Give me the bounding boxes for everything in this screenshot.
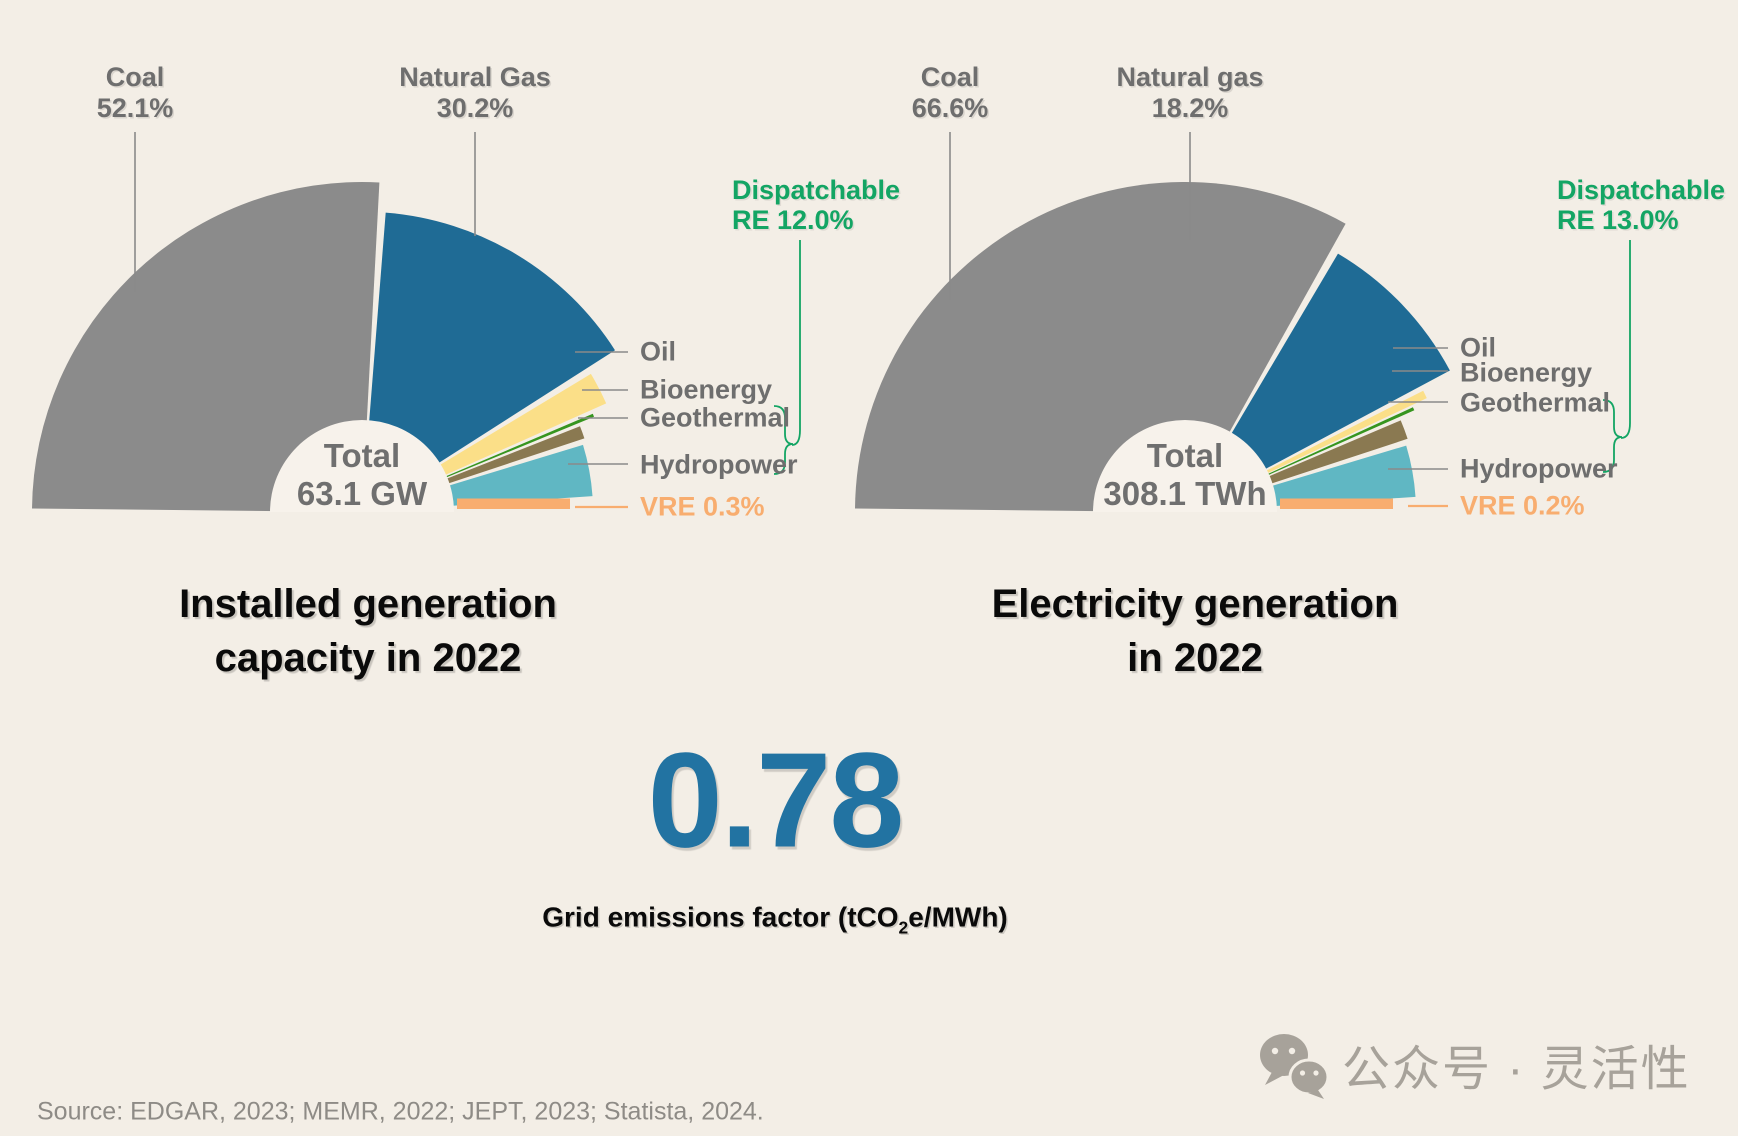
dispatchable-re-callout-left: Dispatchable RE 12.0%	[732, 175, 900, 235]
wechat-badge	[1258, 1030, 1330, 1105]
caption-subscript: 2	[898, 917, 909, 938]
hydropower-label-left: Hydropower	[640, 449, 798, 480]
chart-title-left: Installed generation capacity in 2022	[179, 577, 557, 685]
wedge-natural-gas-left	[362, 212, 615, 512]
vre-label-left: VRE 0.3%	[640, 491, 765, 522]
gas-pct: 30.2%	[436, 93, 514, 123]
grid-emissions-caption: Grid emissions factor (tCO2e/MWh)	[542, 902, 1007, 939]
total-badge-left: Total 63.1 GW	[297, 437, 427, 513]
dispatchable-stem-left	[791, 240, 801, 446]
geothermal-label-right: Geothermal	[1460, 387, 1611, 418]
bioenergy-label-right: Bioenergy	[1460, 357, 1593, 388]
source-note: Source: EDGAR, 2023; MEMR, 2022; JEPT, 2…	[37, 1097, 764, 1126]
title-line1: Electricity generation	[991, 582, 1399, 626]
vre-label-right: VRE 0.2%	[1460, 490, 1585, 521]
coal-label: Coal	[920, 62, 980, 92]
gas-label: Natural gas	[1116, 62, 1264, 92]
total-badge-right: Total 308.1 TWh	[1103, 437, 1266, 513]
center-hole-right	[1093, 420, 1277, 512]
dispatchable-line2: RE 13.0%	[1557, 205, 1679, 235]
gas-pct: 18.2%	[1151, 93, 1229, 123]
coal-callout-left: Coal 52.1%	[97, 62, 174, 124]
dispatchable-line2: RE 12.0%	[732, 205, 854, 235]
dispatchable-re-callout-right: Dispatchable RE 13.0%	[1557, 175, 1725, 235]
gas-callout-right: Natural gas 18.2%	[1116, 62, 1263, 124]
coal-pct: 66.6%	[911, 93, 989, 123]
title-line2: in 2022	[1127, 636, 1263, 680]
total-label: Total	[323, 437, 401, 474]
gas-callout-left: Natural Gas 30.2%	[399, 62, 551, 124]
wedge-vre-right	[1280, 498, 1393, 509]
geothermal-label-left: Geothermal	[640, 402, 791, 433]
oil-label-right: Oil	[1460, 332, 1497, 363]
oil-label-left: Oil	[640, 336, 677, 367]
dispatchable-line1: Dispatchable	[732, 175, 901, 205]
bioenergy-label-left: Bioenergy	[640, 374, 773, 405]
coal-callout-right: Coal 66.6%	[912, 62, 989, 124]
coal-pct: 52.1%	[96, 93, 174, 123]
dispatchable-stem-right	[1620, 240, 1631, 439]
grid-emissions-value: 0.78	[647, 724, 905, 876]
wedge-coal-left	[32, 182, 380, 512]
total-value: 308.1 TWh	[1103, 475, 1267, 512]
wedge-vre-left	[457, 498, 570, 509]
chart-title-right: Electricity generation in 2022	[992, 577, 1399, 685]
total-value: 63.1 GW	[296, 475, 428, 512]
dispatchable-brace-left	[773, 405, 794, 475]
dispatchable-brace-right	[1602, 399, 1623, 473]
wechat-account-name: 公众号 · 灵活性	[1342, 1043, 1691, 1096]
hydropower-label-right: Hydropower	[1460, 453, 1618, 484]
wedge-natural-gas-right	[1185, 253, 1450, 512]
caption-suffix: e/MWh)	[908, 901, 1008, 933]
total-label: Total	[1146, 437, 1224, 474]
center-hole-left	[270, 420, 454, 512]
dispatchable-line1: Dispatchable	[1557, 175, 1726, 205]
wechat-icon	[1260, 1034, 1330, 1099]
coal-label: Coal	[105, 62, 165, 92]
title-line1: Installed generation	[179, 582, 557, 626]
gas-label: Natural Gas	[399, 62, 551, 92]
caption-prefix: Grid emissions factor (tCO	[542, 901, 899, 933]
title-line2: capacity in 2022	[214, 636, 522, 680]
